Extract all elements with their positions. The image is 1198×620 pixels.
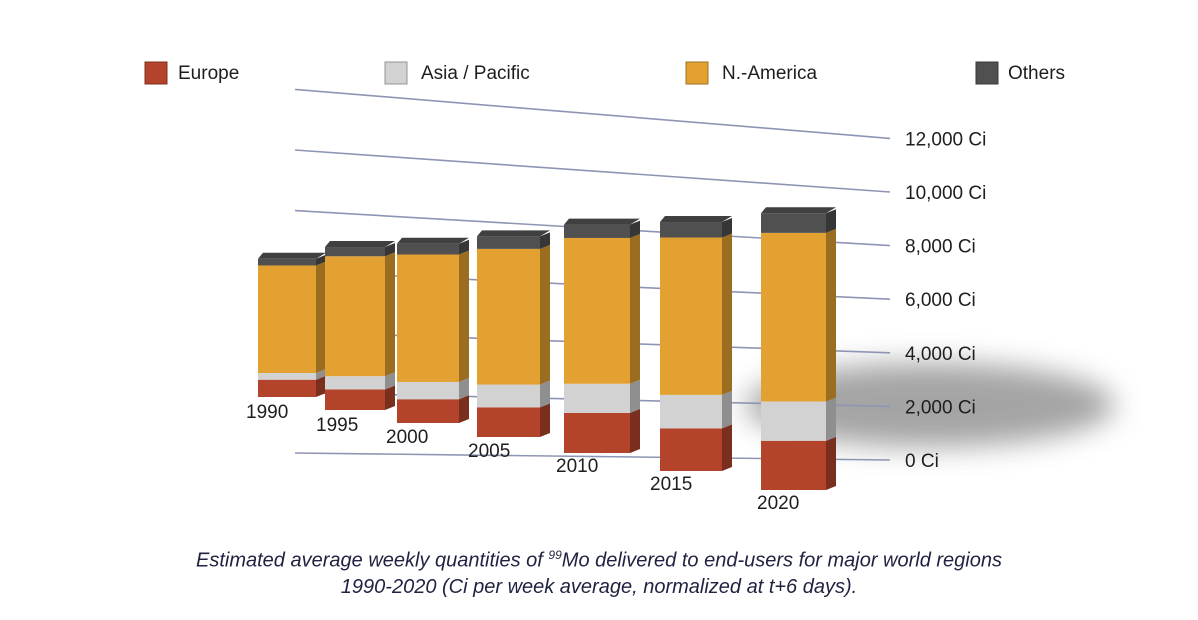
bar-side-2020-europe [826,436,836,490]
x-category-label: 2000 [386,427,428,448]
legend-label-others: Others [1008,63,1065,84]
x-category-label: 2020 [757,493,799,514]
bar-2015-asia-pacific [660,394,722,429]
bar-2000-n-america [397,254,459,382]
bar-top-2000 [397,237,469,244]
x-category-label: 1990 [246,402,288,423]
bar-2005-europe [477,407,540,437]
gridline [294,88,891,140]
x-category-label: 2010 [556,456,598,477]
legend-swatch-asia-pacific [384,61,408,85]
bar-1990-n-america [258,265,316,373]
bar-top-1995 [325,241,395,248]
bar-2015-n-america [660,237,722,395]
caption-line-1-end: Mo delivered to end-users for major worl… [561,549,1002,572]
legend-label-n-america: N.-America [722,63,817,84]
bar-side-2000-asia-pacific [459,377,469,400]
bar-top-2005 [477,230,550,237]
y-tick-label: 12,000 Ci [905,129,986,150]
bar-side-2005-asia-pacific [540,380,550,408]
x-category-label: 2005 [468,441,510,462]
caption-line-2: 1990-2020 (Ci per week average, normaliz… [340,576,858,598]
bar-side-2020-n-america [826,228,836,402]
bar-top-2020 [761,207,836,214]
bar-2015-others [660,222,722,238]
legend-label-europe: Europe [178,63,239,84]
bar-side-2000-others [459,239,469,255]
bar-side-2015-asia-pacific [722,390,732,429]
x-category-label: 1995 [316,415,358,436]
bar-side-2010-n-america [630,233,640,384]
bar-2020-others [761,213,826,233]
bar-side-1990-europe [316,375,326,397]
y-tick-label: 8,000 Ci [905,237,976,258]
y-tick-label: 2,000 Ci [905,397,976,418]
bar-2020-europe [761,440,826,490]
bars [258,207,836,490]
caption-superscript: 99 [548,548,562,562]
bar-2010-n-america [564,237,630,384]
bar-2000-others [397,243,459,255]
bar-side-2000-europe [459,395,469,423]
y-tick-label: 4,000 Ci [905,344,976,365]
y-tick-label: 10,000 Ci [905,183,986,204]
caption-line-1: Estimated average weekly quantities of 9… [0,548,1198,573]
bar-1990-asia-pacific [258,373,316,380]
legend: Europe Asia / Pacific N.-America Others [144,61,1065,85]
bar-top-1990 [258,252,326,259]
bar-side-2000-n-america [459,250,469,382]
bar-side-1990-others [316,254,326,266]
bar-side-1995-others [385,243,395,257]
bar-2000-asia-pacific [397,381,459,400]
bar-2010-asia-pacific [564,383,630,413]
bar-2005-others [477,236,540,249]
bar-2005-asia-pacific [477,384,540,408]
legend-swatch-europe [144,61,168,85]
bar-side-2020-asia-pacific [826,397,836,441]
bar-side-1995-asia-pacific [385,372,395,390]
bar-2010-europe [564,412,630,453]
bar-side-2020-others [826,209,836,233]
bar-2005-n-america [477,248,540,385]
bar-1990-europe [258,379,316,397]
caption-line-1-start: Estimated average weekly quantities of [196,549,549,572]
y-axis-tick-labels: 0 Ci 2,000 Ci 4,000 Ci 6,000 Ci 8,000 Ci 10,0… [905,129,986,472]
bar-side-2010-europe [630,408,640,453]
bar-top-2015 [660,216,732,223]
bar-shadow [745,363,1115,447]
bar-side-2010-asia-pacific [630,379,640,413]
y-tick-label: 0 Ci [905,451,939,472]
bar-2020-n-america [761,232,826,402]
bar-1995-asia-pacific [325,376,385,390]
bar-2020-asia-pacific [761,401,826,441]
bar-side-2015-others [722,218,732,238]
bar-1995-n-america [325,256,385,377]
bar-1995-europe [325,389,385,410]
y-tick-label: 6,000 Ci [905,290,976,311]
bar-top-2010 [564,218,640,225]
bar-side-2015-n-america [722,233,732,395]
legend-swatch-n-america [685,61,709,85]
legend-label-asia-pacific: Asia / Pacific [421,63,530,84]
x-category-label: 2015 [650,474,692,495]
x-axis-category-labels: 1990 1995 2000 2005 2010 2015 2020 [246,402,799,514]
bar-side-2015-europe [722,424,732,471]
gridline [294,149,891,193]
bar-side-1995-europe [385,385,395,410]
bar-2010-others [564,224,630,238]
bar-side-2005-europe [540,403,550,437]
bar-side-2005-n-america [540,244,550,385]
bar-2000-europe [397,399,459,423]
legend-swatch-others [975,61,999,85]
bar-side-1995-n-america [385,252,395,377]
bar-2015-europe [660,428,722,471]
bar-side-1990-n-america [316,261,326,373]
bar-1995-others [325,247,385,257]
bar-side-2010-others [630,220,640,238]
bar-side-1990-asia-pacific [316,369,326,380]
bar-side-2005-others [540,232,550,249]
bar-1990-others [258,258,316,266]
